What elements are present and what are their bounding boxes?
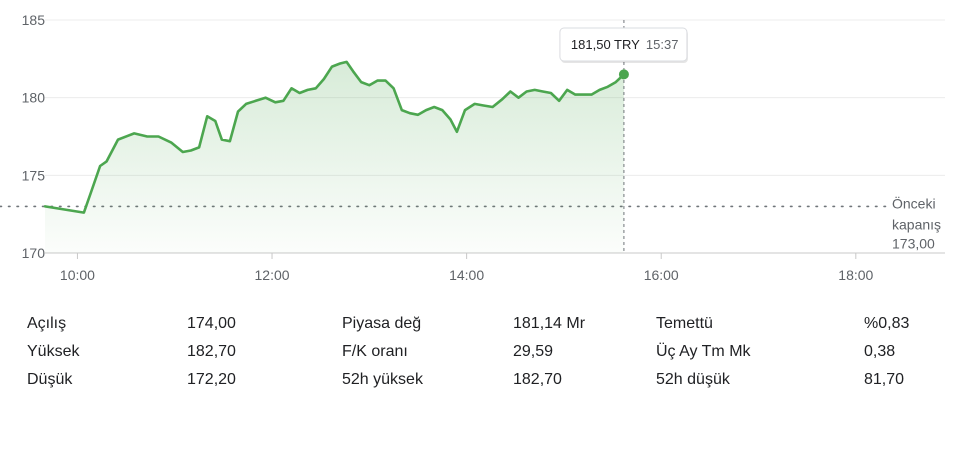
current-price-dot	[618, 69, 629, 80]
stats-row: Yüksek 182,70 F/K oranı 29,59 Üç Ay Tm Mk 0,3…	[0, 338, 960, 366]
x-tick-label: 18:00	[838, 267, 873, 283]
stat-label: Piyasa değ	[342, 315, 422, 332]
y-axis: 185 180 175 170	[22, 12, 46, 261]
stat-value: 182,70	[513, 371, 562, 388]
stat-label: Temettü	[656, 315, 713, 332]
price-chart[interactable]: 185 180 175 170 10:00 12:00 14:00 16:00 18:00 Ö…	[0, 0, 960, 290]
stats-row: Düşük 172,20 52h yüksek 182,70 52h düşük 81,7…	[0, 366, 960, 394]
y-tick-label: 170	[22, 245, 46, 261]
tooltip-price: 181,50 TRY	[571, 37, 640, 52]
x-tick-label: 12:00	[255, 267, 290, 283]
y-tick-label: 175	[22, 167, 46, 183]
price-tooltip: 181,50 TRY 15:37	[559, 27, 688, 63]
x-tick-label: 14:00	[449, 267, 484, 283]
x-tick-label: 16:00	[644, 267, 679, 283]
stat-value: 29,59	[513, 343, 554, 360]
stat-label: 52h düşük	[656, 371, 730, 388]
stat-label: F/K oranı	[342, 343, 408, 360]
stat-value: %0,83	[864, 315, 910, 332]
stat-label: Açılış	[27, 315, 67, 332]
stat-value: 172,20	[187, 371, 236, 388]
stat-label: 52h yüksek	[342, 371, 423, 388]
previous-close-label: Önceki	[892, 194, 936, 211]
previous-close-value: 173,00	[892, 235, 935, 251]
y-tick-label: 185	[22, 12, 46, 28]
stat-label: Yüksek	[27, 343, 80, 360]
tooltip-box	[559, 27, 688, 62]
stat-value: 0,38	[864, 343, 896, 360]
price-area-fill	[45, 61, 624, 254]
stat-value: 81,70	[864, 371, 905, 388]
tooltip-time: 15:37	[646, 37, 679, 52]
stat-label: Üç Ay Tm Mk	[656, 343, 751, 360]
x-axis: 10:00 12:00 14:00 16:00 18:00	[60, 253, 874, 283]
stat-label: Düşük	[27, 371, 73, 388]
stat-value: 182,70	[187, 343, 236, 360]
y-tick-label: 180	[22, 90, 46, 106]
price-line	[43, 60, 626, 214]
previous-close-label: kapanış	[892, 216, 941, 232]
stat-value: 181,14 Mr	[513, 315, 586, 332]
stat-value: 174,00	[187, 315, 236, 332]
x-tick-label: 10:00	[60, 267, 95, 283]
stats-row: Açılış 174,00 Piyasa değ 181,14 Mr Temettü %0…	[0, 310, 960, 338]
